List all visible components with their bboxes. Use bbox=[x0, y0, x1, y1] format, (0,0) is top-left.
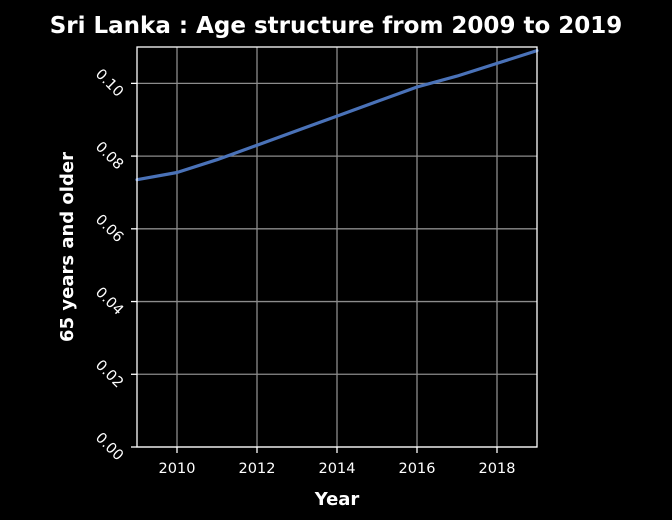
y-tick-label: 0.02 bbox=[92, 357, 126, 391]
y-tick-label: 0.00 bbox=[92, 430, 126, 464]
series-line bbox=[135, 48, 539, 182]
y-tick-label: 0.04 bbox=[92, 284, 126, 318]
x-tick-label: 2014 bbox=[319, 461, 356, 477]
y-axis-ticks: 0.00 0.02 0.04 0.06 0.08 0.10 bbox=[92, 66, 137, 464]
series-layer bbox=[135, 48, 539, 182]
y-tick-label: 0.06 bbox=[92, 212, 126, 246]
grid bbox=[137, 47, 537, 448]
y-tick-label: 0.10 bbox=[92, 66, 126, 100]
x-tick-label: 2016 bbox=[399, 461, 436, 477]
y-axis-title: 65 years and older bbox=[57, 152, 78, 342]
x-axis-ticks: 2010 2012 2014 2016 2018 bbox=[159, 447, 516, 477]
x-tick-label: 2018 bbox=[479, 461, 516, 477]
x-axis-title: Year bbox=[314, 489, 360, 510]
x-tick-label: 2012 bbox=[239, 461, 276, 477]
y-tick-label: 0.08 bbox=[92, 139, 126, 173]
x-tick-label: 2010 bbox=[159, 461, 196, 477]
chart-title: Sri Lanka : Age structure from 2009 to 2… bbox=[50, 13, 623, 39]
